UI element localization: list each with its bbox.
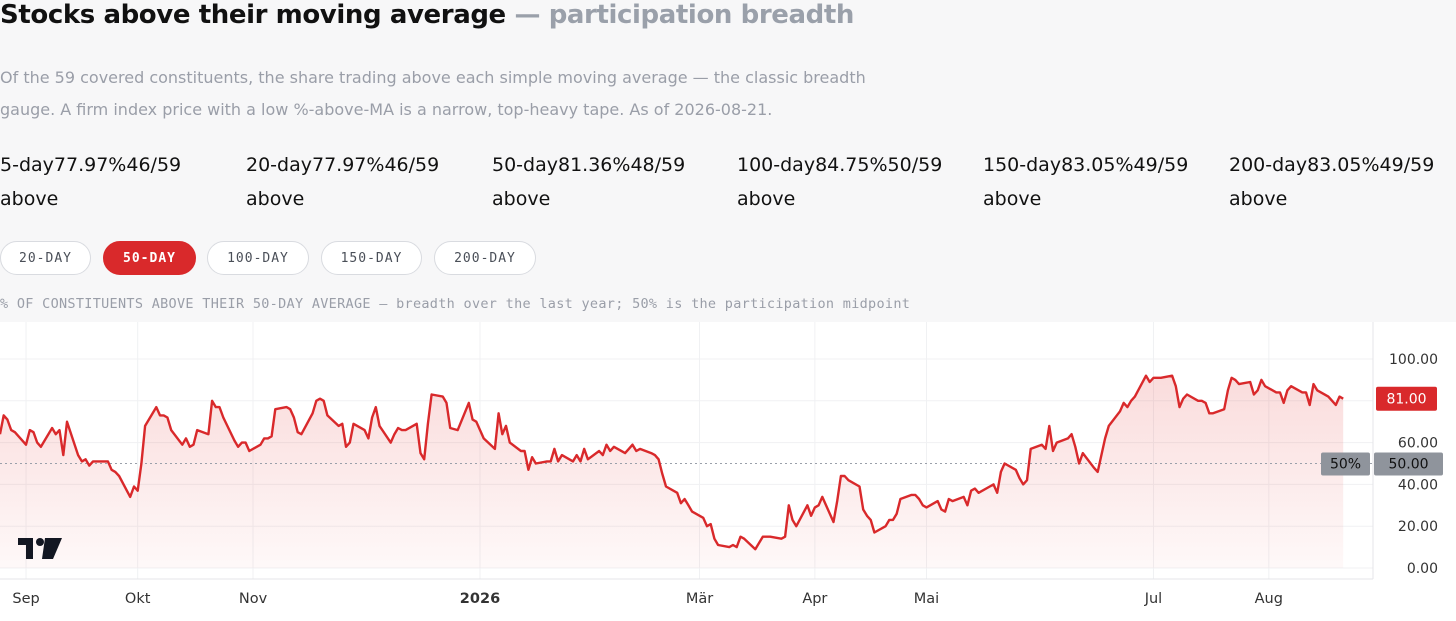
stat-suffix: above [983,188,1042,210]
stat-pct: 77.97% [311,154,385,176]
x-tick-label: Okt [125,591,151,607]
stat-pct: 84.75% [815,154,888,176]
stat-count: 50/59 [887,154,943,176]
midline-label: 50% [1330,457,1361,473]
stat-label: 150-day [983,154,1062,176]
y-tick-label: 20.00 [1398,519,1438,535]
stat-150-day: 150-day83.05%49/59 above [983,148,1188,216]
stat-label: 50-day [492,154,558,176]
midline-axis-label: 50.00 [1388,457,1428,473]
title-subtitle: — participation breadth [514,0,855,30]
stat-count: 48/59 [630,154,686,176]
y-tick-label: 40.00 [1398,477,1438,493]
breadth-chart[interactable]: 100.00 60.00 40.00 20.00 0.00 Sep Okt Nov 2026 M… [0,322,1456,621]
x-axis: Sep Okt Nov 2026 Mär Apr Mai Jul Aug [12,591,1283,607]
x-tick-label: Aug [1255,591,1283,607]
stat-label: 5-day [0,154,54,176]
stat-suffix: above [1229,188,1288,210]
stat-label: 100-day [737,154,816,176]
page-title: Stocks above their moving average — part… [0,0,854,36]
stat-label: 20-day [246,154,312,176]
stat-suffix: above [246,188,305,210]
stat-count: 49/59 [1379,154,1435,176]
stat-count: 49/59 [1133,154,1189,176]
x-tick-label: Sep [12,591,39,607]
stat-label: 200-day [1229,154,1308,176]
stat-pct: 77.97% [53,154,127,176]
stat-200-day: 200-day83.05%49/59 above [1229,148,1434,216]
x-tick-label: Apr [802,591,827,607]
tab-100-day[interactable]: 100-DAY [207,241,309,275]
stat-5-day: 5-day77.97%46/59 above [0,148,181,216]
stat-suffix: above [0,188,59,210]
stat-suffix: above [492,188,551,210]
last-value-badge [1376,386,1437,411]
stat-count: 46/59 [126,154,182,176]
y-tick-label: 100.00 [1389,352,1438,368]
description: Of the 59 covered constituents, the shar… [0,68,866,119]
series-area [0,375,1344,568]
logo-mark-right [42,538,62,559]
y-tick-label: 60.00 [1398,436,1438,452]
title-main: Stocks above their moving average [0,0,506,30]
logo-mark-left [18,538,33,559]
y-tick-label: 0.00 [1407,561,1438,577]
series-line [0,374,1344,551]
chart-svg[interactable]: 100.00 60.00 40.00 20.00 0.00 Sep Okt Nov 2026 M… [0,322,1456,621]
logo-mark-dot [36,538,44,546]
tab-50-day[interactable]: 50-DAY [103,241,196,275]
stat-20-day: 20-day77.97%46/59 above [246,148,439,216]
stat-50-day: 50-day81.36%48/59 above [492,148,685,216]
tab-200-day[interactable]: 200-DAY [434,241,536,275]
last-value-label: 81.00 [1386,392,1426,408]
stat-count: 46/59 [384,154,440,176]
x-tick-label: 2026 [460,591,500,607]
y-axis: 100.00 60.00 40.00 20.00 0.00 [1389,352,1438,577]
tab-150-day[interactable]: 150-DAY [321,241,422,275]
stat-100-day: 100-day84.75%50/59 above [737,148,942,216]
stats-row: 5-day77.97%46/59 above 20-day77.97%46/59 a… [0,148,1456,218]
stat-pct: 83.05% [1307,154,1380,176]
chart-caption: % OF CONSTITUENTS ABOVE THEIR 50-DAY AVE… [0,296,911,312]
x-tick-label: Jul [1144,591,1163,607]
x-tick-label: Mai [914,591,939,607]
stat-suffix: above [737,188,796,210]
x-tick-label: Mär [686,591,713,607]
midline-badge [1321,452,1370,476]
x-tick-label: Nov [239,591,268,607]
tradingview-logo[interactable] [18,538,62,559]
midline-axis-badge [1374,452,1443,476]
stat-pct: 83.05% [1061,154,1134,176]
stat-pct: 81.36% [557,154,631,176]
tab-20-day[interactable]: 20-DAY [0,241,91,275]
